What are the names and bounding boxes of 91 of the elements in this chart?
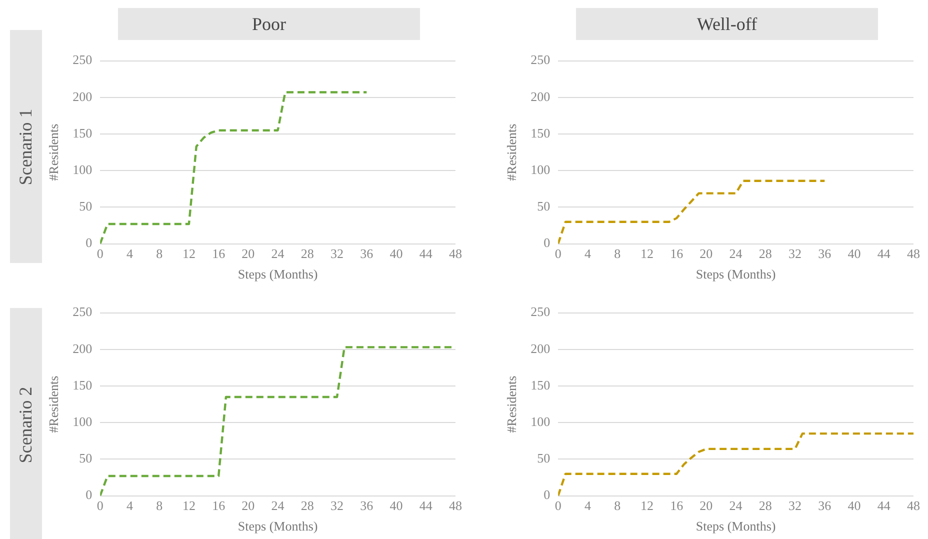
x-tick-label: 8 (614, 498, 621, 514)
line-series (558, 432, 914, 496)
y-tick-label: 150 (72, 125, 92, 140)
x-tick-label: 0 (96, 498, 104, 514)
x-tick-label: 24 (729, 498, 743, 514)
x-axis-title: Steps (Months) (696, 518, 776, 534)
x-tick-label: 28 (300, 246, 314, 262)
x-tick-label: 12 (182, 498, 196, 514)
y-tick-label: 0 (86, 235, 92, 250)
y-tick-label: 100 (530, 162, 550, 178)
x-tick-label: 16 (212, 498, 226, 514)
x-tick-label: 36 (818, 246, 832, 262)
x-tick-label: 28 (758, 246, 772, 262)
x-axis-title: Steps (Months) (238, 266, 318, 282)
y-axis-title: #Residents (504, 376, 520, 433)
x-tick-label: 4 (584, 246, 592, 262)
y-tick-label: 50 (79, 450, 92, 466)
y-axis-title: #Residents (46, 376, 62, 433)
x-tick-label: 0 (554, 246, 562, 262)
chart-title: Well-off (576, 8, 878, 40)
x-tick-label: 44 (877, 498, 891, 514)
x-tick-label: 44 (419, 498, 433, 514)
x-tick-label: 4 (584, 498, 592, 514)
y-tick-label: 250 (530, 52, 550, 68)
y-tick-label: 200 (530, 88, 550, 104)
y-axis-title: #Residents (504, 124, 520, 181)
x-tick-label: 16 (670, 246, 684, 262)
x-tick-label: 20 (700, 498, 713, 514)
y-tick-label: 0 (86, 487, 92, 502)
y-tick-label: 100 (72, 414, 92, 430)
x-tick-label: 48 (449, 246, 462, 262)
x-tick-label: 20 (242, 246, 255, 262)
x-tick-label: 0 (554, 498, 562, 514)
y-tick-label: 250 (72, 52, 92, 68)
x-tick-label: 16 (212, 246, 226, 262)
x-tick-label: 36 (360, 246, 374, 262)
line-series (100, 91, 368, 244)
x-tick-label: 36 (818, 498, 832, 514)
x-tick-label: 40 (390, 246, 403, 262)
y-tick-label: 0 (544, 235, 550, 250)
x-tick-label: 44 (877, 246, 891, 262)
x-tick-label: 48 (449, 498, 462, 514)
x-tick-label: 12 (640, 246, 654, 262)
y-tick-label: 100 (72, 162, 92, 178)
y-axis-title: #Residents (46, 124, 62, 181)
x-tick-label: 24 (729, 246, 743, 262)
x-tick-label: 40 (848, 498, 861, 514)
x-tick-label: 12 (182, 246, 196, 262)
x-tick-label: 28 (758, 498, 772, 514)
x-tick-label: 8 (156, 498, 163, 514)
x-tick-label: 48 (907, 498, 920, 514)
x-axis-title: Steps (Months) (238, 518, 318, 534)
y-tick-label: 250 (530, 304, 550, 320)
x-tick-label: 20 (700, 246, 713, 262)
x-tick-label: 8 (156, 246, 163, 262)
y-tick-label: 200 (530, 340, 550, 356)
x-tick-label: 20 (242, 498, 255, 514)
line-series (558, 180, 826, 244)
x-tick-label: 48 (907, 246, 920, 262)
x-tick-label: 44 (419, 246, 433, 262)
x-tick-label: 24 (271, 246, 285, 262)
x-tick-label: 32 (330, 246, 344, 262)
y-tick-label: 100 (530, 414, 550, 430)
x-tick-label: 0 (96, 246, 104, 262)
x-tick-label: 4 (126, 498, 134, 514)
text: Scenario 2 (16, 386, 36, 463)
x-tick-label: 40 (390, 498, 403, 514)
y-tick-label: 50 (537, 450, 550, 466)
y-tick-label: 50 (537, 198, 550, 214)
x-tick-label: 28 (300, 498, 314, 514)
x-tick-label: 32 (788, 498, 802, 514)
x-tick-label: 32 (330, 498, 344, 514)
y-tick-label: 200 (72, 88, 92, 104)
text: Scenario 1 (16, 108, 36, 185)
x-tick-label: 4 (126, 246, 134, 262)
y-tick-label: 150 (530, 377, 550, 392)
x-axis-title: Steps (Months) (696, 266, 776, 282)
chart-title: Poor (118, 8, 420, 40)
y-tick-label: 250 (72, 304, 92, 320)
y-tick-label: 50 (79, 198, 92, 214)
y-tick-label: 200 (72, 340, 92, 356)
y-tick-label: 0 (544, 487, 550, 502)
x-tick-label: 12 (640, 498, 654, 514)
x-tick-label: 24 (271, 498, 285, 514)
x-tick-label: 8 (614, 246, 621, 262)
x-tick-label: 36 (360, 498, 374, 514)
y-tick-label: 150 (72, 377, 92, 392)
x-tick-label: 40 (848, 246, 861, 262)
x-tick-label: 16 (670, 498, 684, 514)
x-tick-label: 32 (788, 246, 802, 262)
y-tick-label: 150 (530, 125, 550, 140)
